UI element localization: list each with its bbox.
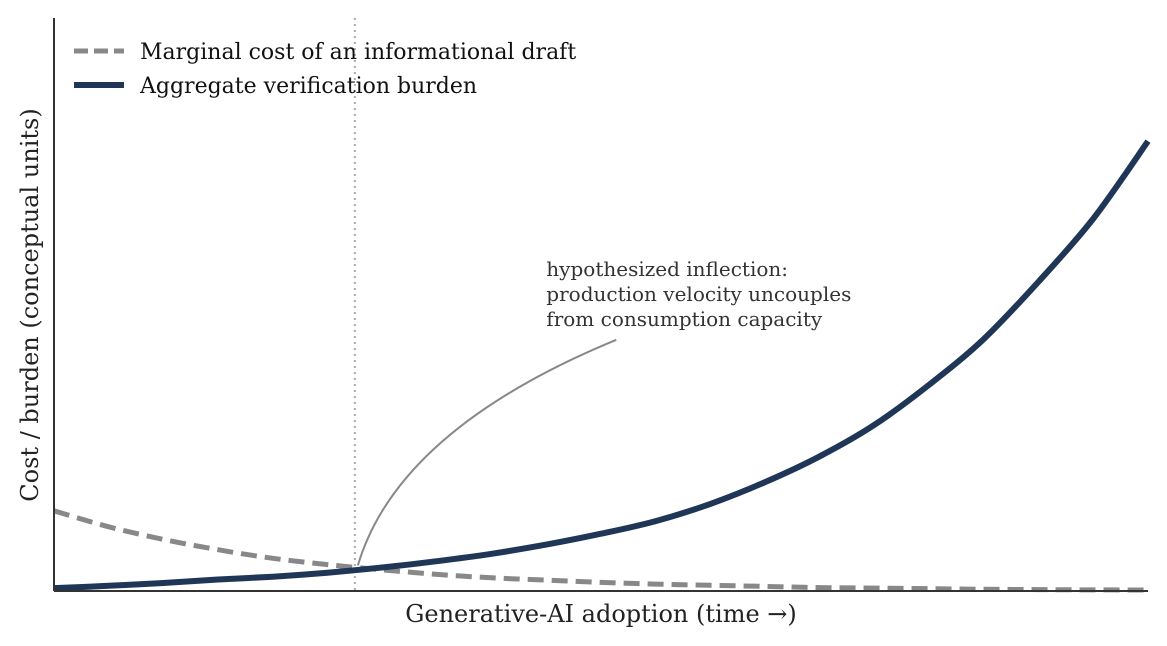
legend-label: Aggregate verification burden [139, 74, 477, 99]
annotation-text-line: from consumption capacity [546, 307, 823, 331]
annotation: hypothesized inflection:production veloc… [356, 257, 851, 566]
legend-item: Aggregate verification burden [74, 74, 477, 99]
annotation-text-line: production velocity uncouples [546, 282, 851, 306]
series-line-verification-burden [53, 139, 1151, 592]
y-axis-label: Cost / burden (conceptual units) [16, 108, 44, 501]
legend-item: Marginal cost of an informational draft [74, 40, 576, 65]
legend-label: Marginal cost of an informational draft [140, 40, 576, 65]
plot-area [53, 18, 1151, 593]
annotation-connector [356, 338, 617, 566]
x-axis-label: Generative-AI adoption (time →) [405, 600, 797, 628]
legend: Marginal cost of an informational draft A… [74, 40, 576, 99]
annotation-text-line: hypothesized inflection: [546, 257, 788, 281]
series-line-marginal-cost [53, 508, 1149, 593]
